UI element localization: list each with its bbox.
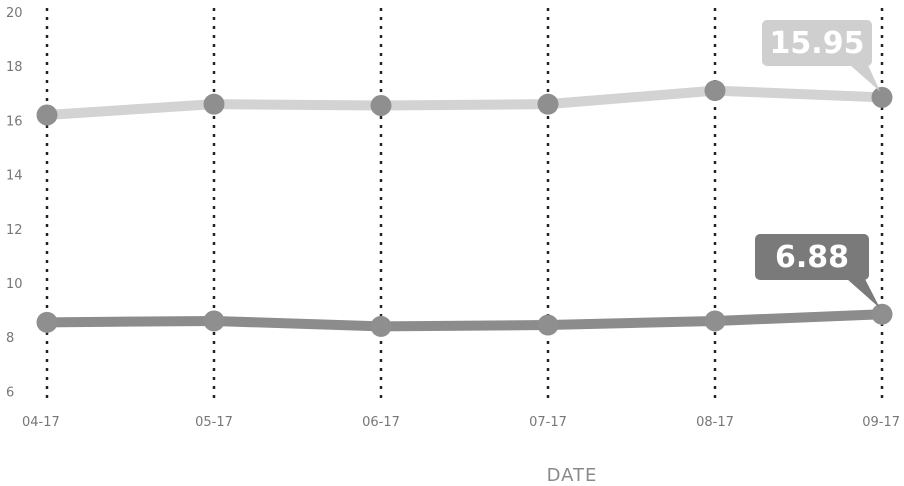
series-line-0 <box>42 85 887 120</box>
series-1-point-04-17 <box>36 311 58 333</box>
series-1-point-08-17 <box>704 310 726 332</box>
callout-pointer-1 <box>847 279 880 309</box>
series-0-point-05-17 <box>203 93 225 115</box>
series-line-1 <box>42 309 887 332</box>
series-0-point-07-17 <box>537 93 559 115</box>
x-tick-08-17: 08-17 <box>696 415 734 430</box>
x-tick-labels: 04-17 05-17 06-17 07-17 08-17 09-17 <box>22 415 900 430</box>
x-tick-06-17: 06-17 <box>362 415 400 430</box>
y-tick-14: 14 <box>6 169 23 184</box>
x-tick-07-17: 07-17 <box>529 415 567 430</box>
callout-label-0: 15.95 <box>770 26 865 61</box>
series-group <box>36 80 893 337</box>
callouts: 15.95 6.88 <box>755 20 880 309</box>
y-tick-12: 12 <box>6 223 23 238</box>
callout-label-1: 6.88 <box>775 240 849 275</box>
callout-series-1: 6.88 <box>755 234 880 309</box>
x-axis-title: DATE <box>547 465 598 486</box>
y-tick-10: 10 <box>6 277 23 292</box>
y-tick-8: 8 <box>6 331 14 346</box>
callout-series-0: 15.95 <box>762 20 880 92</box>
y-tick-6: 6 <box>6 385 14 400</box>
x-tick-04-17: 04-17 <box>22 415 60 430</box>
y-tick-18: 18 <box>6 60 23 75</box>
series-0-point-04-17 <box>36 104 58 126</box>
y-tick-20: 20 <box>6 6 23 21</box>
series-1-point-09-17 <box>871 303 893 325</box>
callout-box-0 <box>762 20 872 66</box>
series-0-point-09-17 <box>871 86 893 108</box>
series-1-point-07-17 <box>537 314 559 336</box>
series-1-point-05-17 <box>203 310 225 332</box>
y-tick-labels: 6 8 10 12 14 16 18 20 <box>6 6 23 400</box>
grid-lines <box>45 8 884 400</box>
series-1-point-06-17 <box>370 315 392 337</box>
x-tick-05-17: 05-17 <box>195 415 233 430</box>
series-0-point-08-17 <box>704 80 726 102</box>
series-0-point-06-17 <box>370 95 392 117</box>
y-tick-16: 16 <box>6 114 23 129</box>
x-tick-09-17: 09-17 <box>862 415 900 430</box>
callout-pointer-0 <box>850 65 880 92</box>
callout-box-1 <box>755 234 869 280</box>
